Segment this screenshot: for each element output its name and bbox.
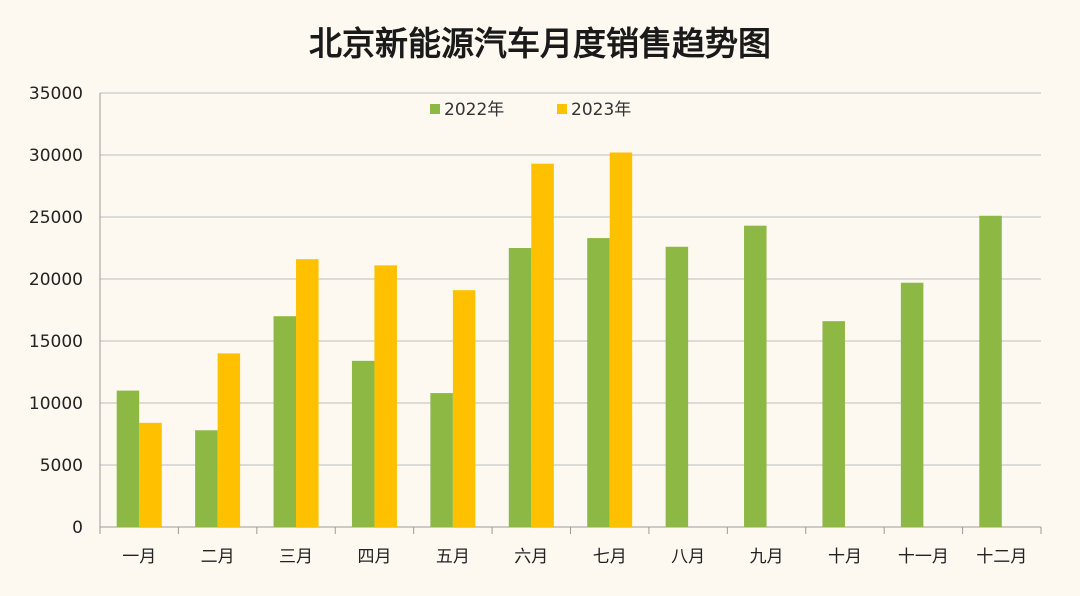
bar-2023年-二月	[217, 353, 241, 527]
bar-2023年-四月	[374, 265, 397, 527]
legend-swatch-2023年	[557, 104, 567, 114]
bar-2022年-十二月	[979, 215, 1002, 527]
bar-2022年-十月	[822, 321, 845, 527]
x-tick-label: 十月	[828, 547, 862, 567]
x-tick-label: 三月	[279, 547, 313, 567]
x-tick-label: 二月	[201, 547, 235, 567]
chart-title: 北京新能源汽车月度销售趋势图	[309, 24, 771, 63]
y-tick-label: 0	[72, 518, 83, 538]
bar-2022年-五月	[430, 393, 453, 527]
x-tick-label: 六月	[514, 547, 548, 567]
legend-label: 2023年	[571, 100, 631, 120]
bar-2022年-一月	[116, 390, 140, 527]
x-tick-label: 八月	[671, 547, 705, 567]
legend-label: 2022年	[444, 100, 504, 120]
axes: 0 5000 10000 15000 20000 25000 30000 35000 一月 二月 三…	[29, 84, 1042, 567]
bar-2022年-六月	[508, 248, 532, 527]
bar-2022年-八月	[665, 246, 689, 527]
bar-2022年-十一月	[900, 282, 924, 527]
bar-2023年-一月	[139, 422, 162, 527]
y-tick-label: 20000	[29, 270, 83, 290]
x-tick-label: 五月	[436, 547, 470, 567]
bar-2022年-九月	[744, 225, 767, 527]
bar-2023年-五月	[452, 290, 476, 527]
grid-lines	[100, 92, 1041, 466]
bars	[116, 152, 1002, 527]
y-tick-label: 5000	[40, 456, 83, 476]
x-tick-label: 九月	[750, 547, 784, 567]
legend-swatch-2022年	[430, 104, 440, 114]
x-tick-label: 一月	[122, 547, 156, 567]
bar-2022年-七月	[587, 238, 610, 527]
y-tick-label: 30000	[29, 146, 83, 166]
bar-2022年-三月	[273, 316, 297, 527]
bar-2023年-七月	[609, 152, 633, 527]
y-tick-label: 35000	[29, 84, 83, 104]
bar-2023年-六月	[531, 163, 554, 527]
x-tick-label: 十二月	[976, 547, 1027, 567]
x-tick-label: 四月	[357, 547, 391, 567]
y-tick-label: 15000	[29, 332, 83, 352]
x-tick-label: 七月	[593, 547, 627, 567]
bar-2022年-二月	[195, 430, 218, 527]
legend: 2022年 2023年	[430, 100, 631, 120]
y-tick-label: 10000	[29, 394, 83, 414]
bar-2023年-三月	[296, 259, 319, 527]
x-tick-label: 十一月	[898, 547, 949, 567]
bar-2022年-四月	[351, 360, 375, 527]
y-tick-label: 25000	[29, 208, 83, 228]
